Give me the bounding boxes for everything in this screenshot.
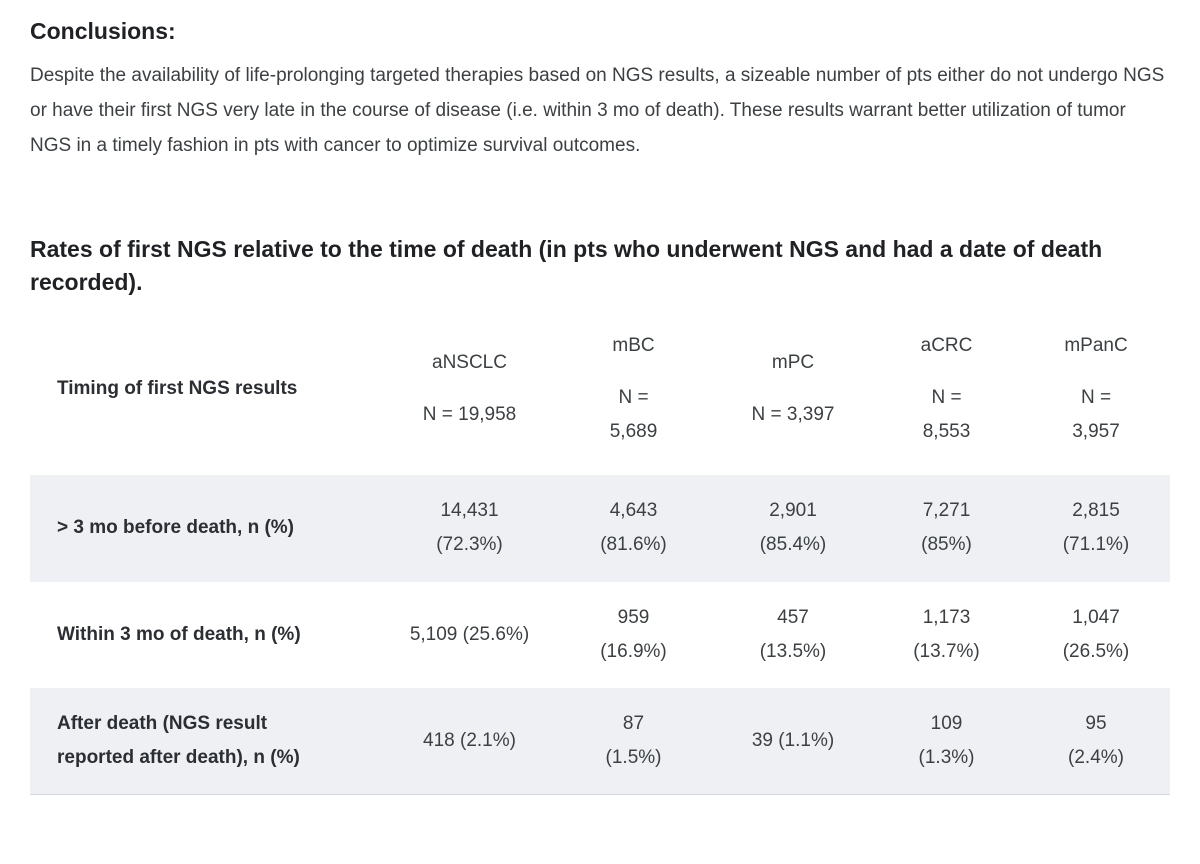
table-header-row: Timing of first NGS results aNSCLC N = 1…	[30, 303, 1170, 476]
table-cell: 2,815 (71.1%)	[1062, 500, 1130, 556]
ngs-timing-table: Timing of first NGS results aNSCLC N = 1…	[30, 303, 1170, 796]
table-row: > 3 mo before death, n (%) 14,431 (72.3%…	[30, 475, 1170, 582]
conclusions-heading: Conclusions:	[30, 18, 176, 44]
column-header-mbc: mBC N = 5,689	[552, 303, 715, 476]
column-n-count: N = 19,958	[422, 404, 517, 426]
table-cell: 87 (1.5%)	[605, 713, 662, 769]
row-label: After death (NGS result reported after d…	[57, 713, 300, 769]
column-name: mBC	[612, 334, 655, 356]
column-n-count: N = 5,689	[609, 386, 658, 443]
column-name: aCRC	[920, 334, 973, 356]
table-cell: 5,109 (25.6%)	[409, 623, 530, 645]
column-header-mpanc: mPanC N = 3,957	[1022, 303, 1170, 476]
table-cell: 39 (1.1%)	[751, 730, 835, 752]
table-cell: 95 (2.4%)	[1068, 713, 1124, 769]
table-cell: 418 (2.1%)	[423, 730, 516, 752]
column-header-ansclc: aNSCLC N = 19,958	[387, 303, 552, 476]
table-row: After death (NGS result reported after d…	[30, 688, 1170, 795]
table-cell: 7,271 (85%)	[921, 500, 972, 556]
table-row: Within 3 mo of death, n (%) 5,109 (25.6%…	[30, 582, 1170, 688]
row-label-column-header-text: Timing of first NGS results	[57, 377, 298, 399]
table-cell: 4,643 (81.6%)	[600, 500, 667, 556]
table-cell: 1,047 (26.5%)	[1062, 606, 1130, 662]
table-cell: 14,431 (72.3%)	[436, 500, 503, 556]
column-name: mPC	[771, 351, 815, 373]
row-label: Within 3 mo of death, n (%)	[57, 623, 301, 645]
row-label: > 3 mo before death, n (%)	[57, 517, 295, 539]
column-n-count: N = 8,553	[922, 386, 971, 443]
column-n-count: N = 3,957	[1072, 386, 1120, 443]
table-cell: 2,901 (85.4%)	[759, 500, 827, 556]
row-label-column-header: Timing of first NGS results	[30, 303, 387, 476]
table-title: Rates of first NGS relative to the time …	[30, 236, 1103, 296]
column-header-acrc: aCRC N = 8,553	[871, 303, 1022, 476]
table-cell: 959 (16.9%)	[600, 606, 667, 662]
column-name: aNSCLC	[432, 351, 507, 373]
column-header-mpc: mPC N = 3,397	[715, 303, 871, 476]
table-cell: 457 (13.5%)	[759, 606, 827, 662]
conclusions-paragraph: Despite the availability of life-prolong…	[30, 65, 1165, 157]
table-cell: 109 (1.3%)	[918, 713, 975, 769]
column-name: mPanC	[1064, 334, 1128, 356]
column-n-count: N = 3,397	[751, 404, 835, 426]
table-cell: 1,173 (13.7%)	[913, 606, 980, 662]
